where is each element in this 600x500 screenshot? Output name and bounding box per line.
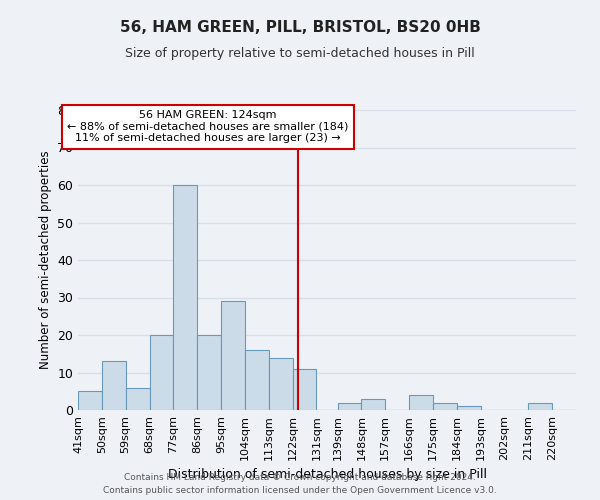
Bar bbox=[293, 369, 316, 410]
Bar bbox=[221, 301, 245, 410]
Bar bbox=[149, 335, 173, 410]
Bar bbox=[102, 361, 125, 410]
Text: Contains public sector information licensed under the Open Government Licence v3: Contains public sector information licen… bbox=[103, 486, 497, 495]
Bar bbox=[269, 358, 293, 410]
Bar bbox=[245, 350, 269, 410]
Bar bbox=[361, 399, 385, 410]
Bar bbox=[173, 185, 197, 410]
Bar bbox=[457, 406, 481, 410]
Y-axis label: Number of semi-detached properties: Number of semi-detached properties bbox=[38, 150, 52, 370]
Bar bbox=[529, 402, 552, 410]
Bar bbox=[78, 391, 102, 410]
Text: 56, HAM GREEN, PILL, BRISTOL, BS20 0HB: 56, HAM GREEN, PILL, BRISTOL, BS20 0HB bbox=[119, 20, 481, 35]
Text: 56 HAM GREEN: 124sqm
← 88% of semi-detached houses are smaller (184)
11% of semi: 56 HAM GREEN: 124sqm ← 88% of semi-detac… bbox=[67, 110, 349, 144]
Bar bbox=[433, 402, 457, 410]
Bar bbox=[125, 388, 149, 410]
Text: Contains HM Land Registry data © Crown copyright and database right 2024.: Contains HM Land Registry data © Crown c… bbox=[124, 474, 476, 482]
Bar bbox=[409, 395, 433, 410]
Text: Size of property relative to semi-detached houses in Pill: Size of property relative to semi-detach… bbox=[125, 48, 475, 60]
X-axis label: Distribution of semi-detached houses by size in Pill: Distribution of semi-detached houses by … bbox=[167, 468, 487, 481]
Bar bbox=[197, 335, 221, 410]
Bar bbox=[338, 402, 361, 410]
